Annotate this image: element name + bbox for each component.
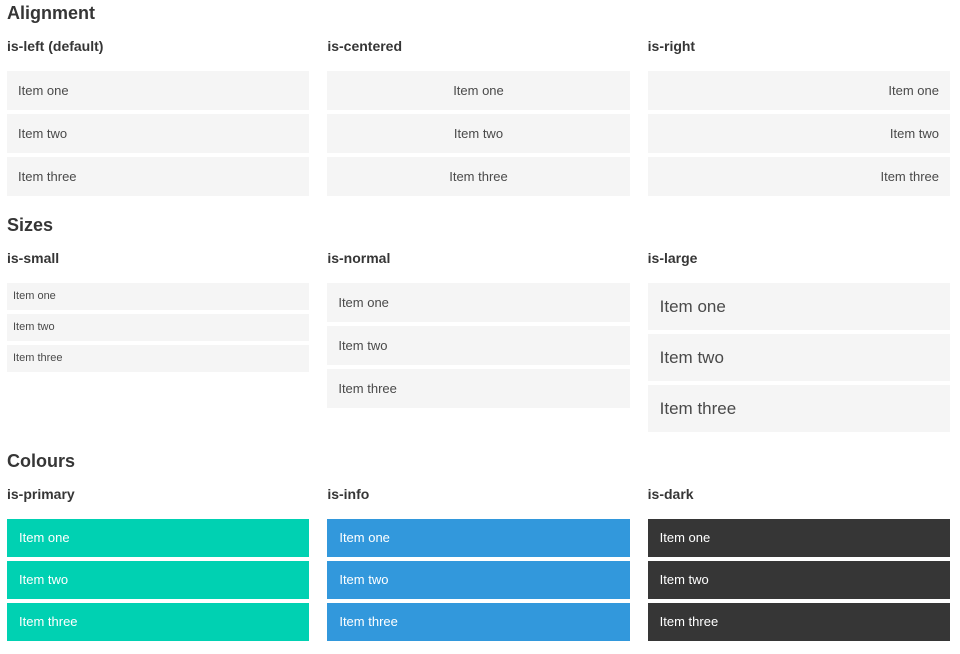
column-label: is-left (default) bbox=[7, 38, 104, 54]
column-label: is-right bbox=[647, 38, 696, 54]
list-item: Item two bbox=[647, 561, 950, 599]
list-item: Item one bbox=[647, 519, 950, 557]
list-item: Item three bbox=[327, 603, 630, 641]
column-is-centered: is-centered Item one Item two Item three bbox=[327, 37, 630, 196]
list-item: Item one bbox=[327, 71, 630, 110]
column-is-info: is-info Item one Item two Item three bbox=[327, 485, 630, 641]
column-is-normal: is-normal Item one Item two Item three bbox=[327, 249, 630, 408]
list-item: Item three bbox=[327, 369, 630, 408]
list-item: Item two bbox=[327, 561, 630, 599]
list-item: Item two bbox=[7, 314, 310, 341]
column-is-small: is-small Item one Item two Item three bbox=[7, 249, 310, 372]
section-title: Colours bbox=[7, 451, 76, 471]
block-list: Item one Item two Item three bbox=[647, 71, 950, 196]
list-item: Item three bbox=[7, 345, 310, 372]
list-item: Item three bbox=[7, 157, 310, 196]
list-item: Item one bbox=[327, 519, 630, 557]
list-item: Item one bbox=[647, 283, 950, 330]
list-item: Item three bbox=[647, 385, 950, 432]
list-item: Item two bbox=[647, 334, 950, 381]
list-item: Item one bbox=[327, 283, 630, 322]
section-sizes: Sizes is-small Item one Item two Item th… bbox=[7, 215, 950, 432]
list-item: Item two bbox=[7, 114, 310, 153]
block-list: Item one Item two Item three bbox=[327, 283, 630, 408]
list-item: Item three bbox=[647, 603, 950, 641]
column-label: is-primary bbox=[7, 486, 75, 502]
list-item: Item one bbox=[7, 71, 310, 110]
list-item: Item one bbox=[647, 71, 950, 110]
column-label: is-info bbox=[327, 486, 370, 502]
list-item: Item one bbox=[7, 283, 310, 310]
list-item: Item two bbox=[647, 114, 950, 153]
list-item: Item three bbox=[647, 157, 950, 196]
column-label: is-centered bbox=[327, 38, 403, 54]
section-colours: Colours is-primary Item one Item two Ite… bbox=[7, 451, 950, 641]
block-list: Item one Item two Item three bbox=[327, 519, 630, 641]
section-grid: is-left (default) Item one Item two Item… bbox=[7, 37, 950, 196]
section-title: Sizes bbox=[7, 215, 54, 235]
section-alignment: Alignment is-left (default) Item one Ite… bbox=[7, 3, 950, 196]
section-title: Alignment bbox=[7, 3, 95, 23]
column-is-left: is-left (default) Item one Item two Item… bbox=[7, 37, 310, 196]
section-grid: is-small Item one Item two Item three is… bbox=[7, 249, 950, 432]
block-list: Item one Item two Item three bbox=[647, 283, 950, 432]
column-label: is-dark bbox=[647, 486, 694, 502]
block-list: Item one Item two Item three bbox=[647, 519, 950, 641]
list-item: Item three bbox=[327, 157, 630, 196]
column-is-dark: is-dark Item one Item two Item three bbox=[647, 485, 950, 641]
list-item: Item two bbox=[327, 114, 630, 153]
section-grid: is-primary Item one Item two Item three … bbox=[7, 485, 950, 641]
block-list: Item one Item two Item three bbox=[327, 71, 630, 196]
column-label: is-normal bbox=[327, 250, 391, 266]
list-item: Item two bbox=[7, 561, 310, 599]
column-is-large: is-large Item one Item two Item three bbox=[647, 249, 950, 432]
block-list: Item one Item two Item three bbox=[7, 283, 310, 372]
block-list: Item one Item two Item three bbox=[7, 71, 310, 196]
column-is-right: is-right Item one Item two Item three bbox=[647, 37, 950, 196]
list-item: Item three bbox=[7, 603, 310, 641]
list-item: Item two bbox=[327, 326, 630, 365]
block-list: Item one Item two Item three bbox=[7, 519, 310, 641]
list-item: Item one bbox=[7, 519, 310, 557]
column-label: is-small bbox=[7, 250, 60, 266]
column-label: is-large bbox=[647, 250, 698, 266]
column-is-primary: is-primary Item one Item two Item three bbox=[7, 485, 310, 641]
